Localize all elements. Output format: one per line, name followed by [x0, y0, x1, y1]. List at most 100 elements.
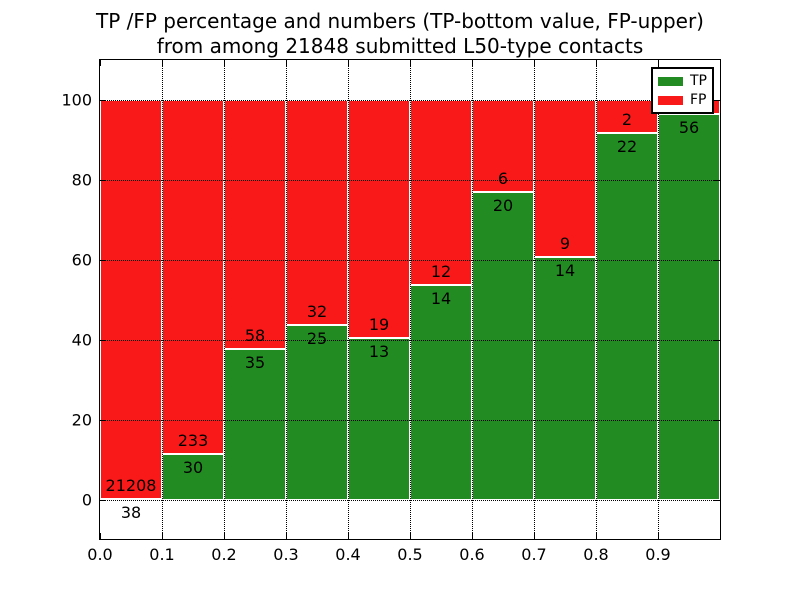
tick-mark	[100, 60, 101, 66]
legend: TP FP	[651, 67, 714, 114]
x-tick-label: 0.0	[87, 545, 113, 564]
bar-count-label-tp: 14	[430, 288, 452, 308]
y-tick-label: 20	[71, 410, 92, 430]
bar-count-label-fp: 2	[621, 110, 633, 130]
tick-mark	[720, 533, 721, 539]
bar-count-label-fp: 233	[177, 431, 209, 451]
tick-mark	[286, 60, 287, 66]
tick-mark	[162, 60, 163, 66]
tick-mark	[162, 533, 163, 539]
gridline-horizontal	[100, 179, 720, 181]
tick-mark	[596, 60, 597, 66]
x-tick-label: 0.5	[397, 545, 423, 564]
tick-mark	[410, 533, 411, 539]
bar-count-label-fp: 32	[306, 301, 328, 321]
legend-swatch-tp	[658, 76, 683, 86]
tick-mark	[472, 533, 473, 539]
gridline-horizontal	[100, 259, 720, 261]
x-tick-label: 0.3	[273, 545, 299, 564]
bar-count-label-tp: 13	[368, 341, 390, 361]
tick-mark	[534, 533, 535, 539]
tick-mark	[286, 533, 287, 539]
x-tick-label: 0.1	[149, 545, 175, 564]
chart-title-line1: TP /FP percentage and numbers (TP-bottom…	[96, 9, 704, 33]
y-tick-label: 40	[71, 330, 92, 350]
bar-count-label-tp: 20	[492, 196, 514, 216]
bar-segment-tp	[658, 113, 720, 500]
legend-swatch-fp	[658, 95, 683, 105]
bar-count-label-fp: 6	[497, 169, 509, 189]
bar-count-label-fp: 21208	[105, 476, 157, 496]
legend-row-fp: FP	[658, 93, 707, 107]
tick-mark	[100, 533, 101, 539]
gridline-vertical	[533, 60, 535, 539]
gridline-vertical	[285, 60, 287, 539]
gridline-vertical	[595, 60, 597, 539]
bar-count-label-tp: 56	[678, 117, 700, 137]
tick-mark	[714, 180, 720, 181]
chart-title: TP /FP percentage and numbers (TP-bottom…	[0, 9, 800, 59]
chart-title-line2: from among 21848 submitted L50-type cont…	[156, 34, 644, 58]
legend-row-tp: TP	[658, 74, 707, 88]
tick-mark	[100, 180, 106, 181]
tick-mark	[100, 100, 106, 101]
bar-count-label-fp: 12	[430, 261, 452, 281]
tick-mark	[658, 60, 659, 66]
gridline-vertical	[347, 60, 349, 539]
tick-mark	[100, 500, 106, 501]
tick-mark	[714, 100, 720, 101]
plot-area: Percentage Predicted probability 0.00.10…	[61, 59, 721, 564]
bar-segment-tp	[162, 454, 224, 500]
x-tick-label: 0.2	[211, 545, 237, 564]
legend-label-fp: FP	[690, 92, 707, 108]
gridline-horizontal	[100, 99, 720, 101]
bar-count-label-fp: 9	[559, 233, 571, 253]
gridline-vertical	[223, 60, 225, 539]
tick-mark	[224, 533, 225, 539]
bar-count-label-tp: 14	[554, 260, 576, 280]
bar-segment-fp	[472, 100, 534, 193]
bar-segment-fp	[100, 100, 162, 500]
x-tick-label: 0.4	[335, 545, 361, 564]
tick-mark	[714, 420, 720, 421]
y-tick-label: 80	[71, 170, 92, 190]
gridline-horizontal	[100, 499, 720, 501]
tick-mark	[100, 260, 106, 261]
bar-segment-tp	[286, 324, 348, 500]
bar-segment-fp	[596, 100, 658, 134]
bar-segment-tp	[224, 349, 286, 500]
bar-segment-fp	[162, 100, 224, 455]
gridline-vertical	[161, 60, 163, 539]
tick-mark	[100, 420, 106, 421]
x-tick-label: 0.6	[459, 545, 485, 564]
x-tick-label: 0.7	[521, 545, 547, 564]
gridline-vertical	[409, 60, 411, 539]
bar-segment-fp	[286, 100, 348, 325]
gridline-vertical	[471, 60, 473, 539]
tick-mark	[714, 500, 720, 501]
bar-segment-tp	[596, 133, 658, 500]
gridline-horizontal	[100, 419, 720, 421]
bar-count-label-fp: 19	[368, 314, 390, 334]
tick-mark	[714, 340, 720, 341]
tick-mark	[658, 533, 659, 539]
y-tick-label: 0	[81, 490, 92, 510]
gridline-vertical	[657, 60, 659, 539]
bar-segment-tp	[534, 256, 596, 500]
bar-segment-fp	[224, 100, 286, 350]
bar-count-label-fp: 58	[244, 326, 266, 346]
tick-mark	[348, 60, 349, 66]
tick-mark	[720, 60, 721, 66]
tick-mark	[100, 340, 106, 341]
tick-mark	[410, 60, 411, 66]
gridline-horizontal	[100, 339, 720, 341]
bar-segment-tp	[348, 337, 410, 500]
tick-mark	[714, 260, 720, 261]
bar-count-label-tp: 35	[244, 353, 266, 373]
y-tick-label: 100	[61, 90, 92, 110]
bar-segment-fp	[534, 100, 596, 257]
bar-count-label-tp: 22	[616, 137, 638, 157]
bar-count-label-tp: 30	[182, 458, 204, 478]
bar-count-label-tp: 25	[306, 328, 328, 348]
